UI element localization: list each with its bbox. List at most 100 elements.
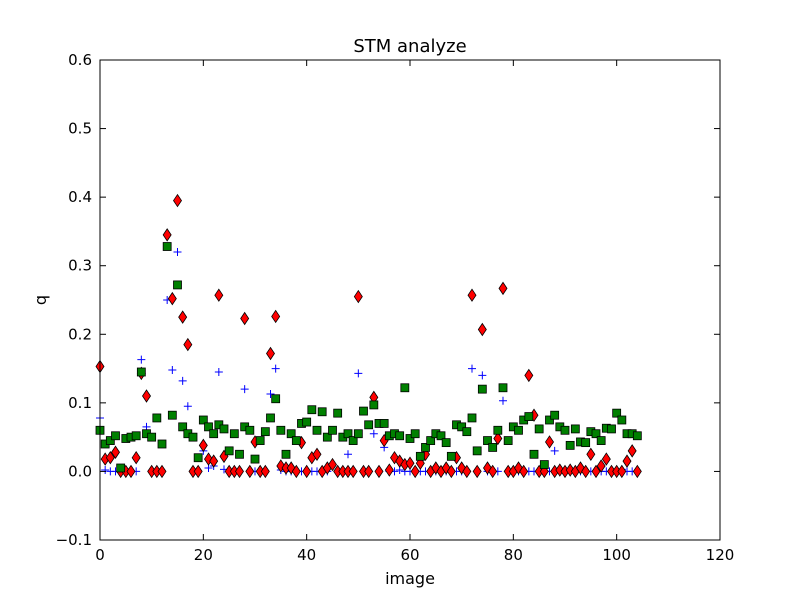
diamond-point (348, 464, 358, 479)
square-point (260, 427, 270, 437)
square-point (235, 449, 244, 459)
diamond-point (374, 464, 384, 479)
diamond-point (519, 464, 529, 479)
square-point (570, 424, 580, 434)
diamond-point (591, 464, 601, 479)
y-tick-label: 0.6 (68, 51, 92, 69)
diamond-point (214, 288, 224, 302)
diamond-point (209, 454, 219, 468)
diamond-point (410, 464, 420, 479)
x-tick-label: 0 (95, 546, 105, 564)
square-point (245, 425, 255, 435)
diamond-point (131, 450, 141, 465)
plus-point (178, 376, 187, 385)
diamond-point (617, 464, 627, 479)
diamond-point (105, 450, 115, 465)
y-tick-label: 0.0 (68, 462, 92, 480)
square-point (534, 424, 544, 434)
diamond-point (193, 464, 203, 479)
square-point (359, 406, 368, 416)
square-point (353, 429, 363, 439)
square-point (131, 431, 141, 441)
square-point (457, 422, 467, 432)
diamond-point (178, 310, 188, 324)
square-point (219, 424, 229, 434)
square-point (612, 408, 622, 418)
x-axis-label: image (385, 569, 435, 588)
plus-point (369, 429, 378, 438)
square-point (477, 384, 487, 394)
y-axis-label: q (31, 295, 50, 305)
plus-point (344, 450, 352, 459)
square-point (405, 434, 415, 443)
square-point (415, 451, 425, 461)
square-point (550, 410, 560, 420)
square-point (302, 417, 312, 427)
y-tick-label: 0.4 (68, 188, 92, 206)
plus-point (468, 364, 476, 373)
square-point (116, 463, 126, 473)
diamond-point (312, 447, 322, 462)
y-tick-label: −0.1 (56, 531, 92, 549)
square-point (255, 436, 265, 445)
square-point (224, 446, 234, 456)
diamond-point (498, 281, 508, 296)
diamond-point (627, 444, 637, 458)
square-point (369, 400, 379, 410)
diamond-point (493, 431, 503, 446)
plus-point (240, 385, 249, 394)
square-point (286, 429, 296, 439)
x-tick-label: 80 (504, 546, 523, 564)
square-point (596, 436, 606, 445)
plus-point (354, 369, 363, 378)
diamond-point (441, 461, 451, 475)
square-point (617, 415, 627, 425)
square-point (343, 429, 353, 439)
diamond-point (395, 454, 405, 468)
square-point (446, 451, 456, 461)
square-point (607, 424, 616, 434)
diamond-point (235, 464, 244, 479)
diamond-point (462, 464, 472, 479)
diamond-point (364, 464, 374, 479)
diamond-point (586, 447, 596, 462)
square-point (250, 454, 260, 464)
square-point (229, 429, 239, 439)
square-point (539, 460, 549, 469)
diamond-point (260, 464, 270, 479)
square-point (426, 436, 436, 445)
diamond-point (167, 291, 177, 306)
plus-point (137, 355, 146, 364)
diamond-point (545, 435, 554, 449)
square-point (333, 408, 343, 418)
y-tick-label: 0.2 (68, 325, 92, 343)
square-point (193, 453, 203, 463)
square-point (147, 432, 157, 442)
square-point (162, 242, 172, 251)
x-tick-label: 120 (706, 546, 735, 564)
square-point (524, 412, 534, 421)
plus-point (499, 396, 507, 405)
plus-point (550, 446, 559, 455)
square-point (565, 440, 575, 450)
plus-point (101, 466, 110, 475)
diamond-point (183, 337, 193, 352)
axis-ticks: 0 20 40 60 80 100 120 −0.1 0.0 0.1 0.2 0.3 0.4 0.5 0.6 (56, 51, 735, 564)
square-point (410, 429, 420, 439)
square-point (173, 280, 182, 290)
plus-point (183, 402, 192, 411)
diamond-point (142, 389, 151, 403)
diamond-point (472, 464, 482, 479)
diamond-point (240, 311, 250, 326)
plus-point (478, 371, 487, 380)
diamond-point (353, 289, 363, 304)
square-point (436, 431, 446, 441)
diamond-point (198, 438, 208, 453)
square-point (488, 443, 498, 452)
diamond-point (581, 464, 591, 479)
square-point (364, 420, 374, 430)
square-point (529, 449, 539, 459)
data-points (95, 193, 642, 479)
square-point (545, 415, 554, 425)
